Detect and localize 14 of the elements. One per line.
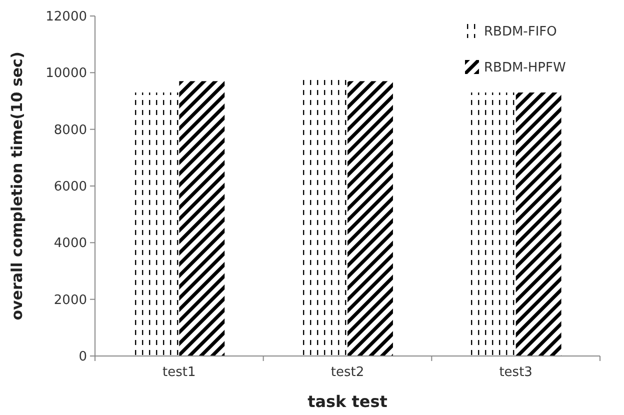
x-tick-label: test3 (499, 365, 532, 380)
y-tick-label: 12000 (46, 10, 87, 25)
y-tick-label: 2000 (54, 292, 87, 308)
y-tick-label: 6000 (54, 180, 87, 195)
y-tick-label: 10000 (46, 66, 87, 82)
legend-label: RBDM-HPFW (484, 60, 566, 76)
y-tick-label: 8000 (54, 122, 87, 138)
y-axis-title: overall completion time(10 sec) (8, 52, 26, 320)
x-tick-label: test2 (330, 365, 364, 380)
y-tick-label: 0 (78, 350, 87, 365)
x-tick-label: test1 (162, 365, 196, 380)
y-tick-label: 4000 (54, 236, 87, 252)
legend-label: RBDM-FIFO (484, 24, 557, 40)
x-axis-title: task test (308, 392, 388, 411)
